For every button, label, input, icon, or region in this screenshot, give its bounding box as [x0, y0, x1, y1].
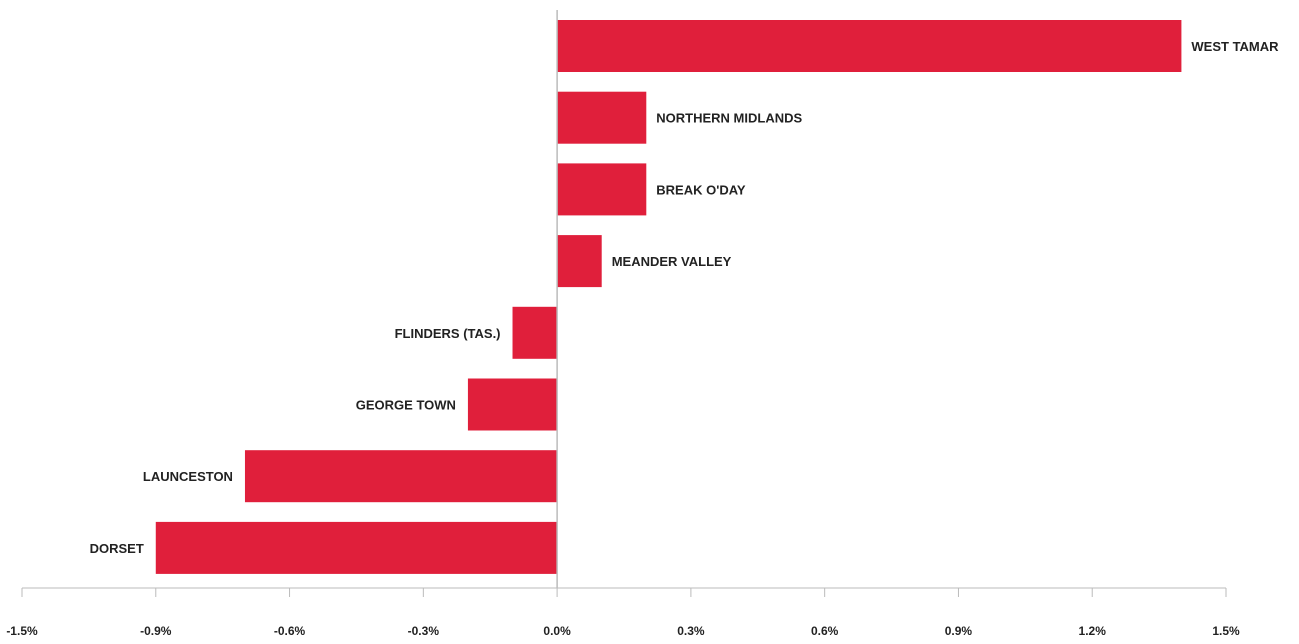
- x-tick-label: 0.9%: [945, 624, 973, 638]
- x-tick-label: 0.3%: [677, 624, 705, 638]
- labels-layer: -1.5% -0.9% -0.6% -0.3% 0.0% 0.3% 0.6% 0.9% 1.2%…: [6, 39, 1279, 638]
- category-label-meander-valley: MEANDER VALLEY: [612, 254, 732, 269]
- bar-launceston: [244, 450, 558, 503]
- axis-layer: [21, 10, 1227, 597]
- x-tick-label: 1.5%: [1212, 624, 1240, 638]
- bars-layer: [155, 20, 1182, 574]
- bar-meander-valley: [557, 235, 602, 288]
- category-label-northern-midlands: NORTHERN MIDLANDS: [656, 111, 802, 126]
- x-tick-label: 0.0%: [543, 624, 571, 638]
- bar-dorset: [155, 521, 558, 574]
- bar-west-tamar: [557, 20, 1182, 72]
- x-tick-label: -0.6%: [274, 624, 306, 638]
- bar-flinders-tas: [512, 306, 558, 359]
- category-label-break-o-day: BREAK O'DAY: [656, 182, 746, 197]
- x-tick-label: -0.3%: [408, 624, 440, 638]
- category-label-launceston: LAUNCESTON: [143, 469, 233, 484]
- category-label-george-town: GEORGE TOWN: [356, 398, 456, 413]
- category-label-flinders-tas: FLINDERS (TAS.): [395, 326, 501, 341]
- category-label-west-tamar: WEST TAMAR: [1191, 39, 1279, 54]
- bar-break-o-day: [557, 163, 647, 216]
- x-tick-label: 1.2%: [1079, 624, 1107, 638]
- bar-george-town: [467, 378, 558, 431]
- bar-northern-midlands: [557, 91, 647, 144]
- category-label-dorset: DORSET: [90, 541, 144, 556]
- x-tick-label: -0.9%: [140, 624, 172, 638]
- x-tick-label: -1.5%: [6, 624, 38, 638]
- x-tick-label: 0.6%: [811, 624, 839, 638]
